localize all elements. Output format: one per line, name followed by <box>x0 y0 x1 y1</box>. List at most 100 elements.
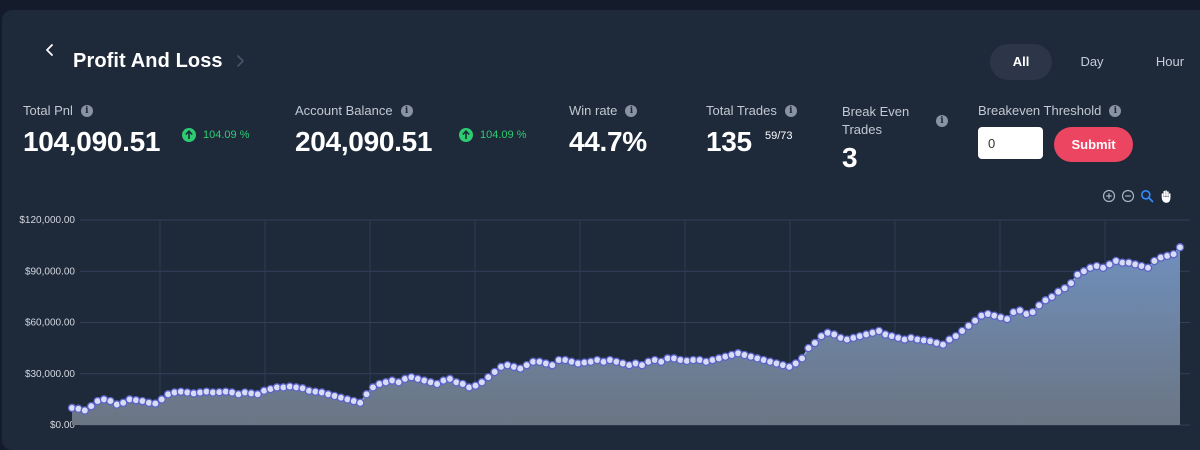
data-point[interactable] <box>477 378 487 387</box>
data-point[interactable] <box>1150 256 1159 266</box>
submit-button[interactable]: Submit <box>1054 127 1133 162</box>
zoom-out-icon[interactable] <box>1121 189 1135 203</box>
data-point[interactable] <box>1066 278 1076 288</box>
data-point[interactable] <box>964 321 973 331</box>
break-even-value: 3 <box>842 142 858 173</box>
page-title: Profit And Loss <box>73 50 223 72</box>
break-even-label: Break Even Trades <box>842 103 909 139</box>
data-point[interactable] <box>1047 292 1057 302</box>
data-point[interactable] <box>1028 307 1037 317</box>
data-point[interactable] <box>432 379 442 389</box>
data-point[interactable] <box>253 390 262 399</box>
data-point[interactable] <box>1060 284 1069 293</box>
data-point[interactable] <box>1073 270 1082 279</box>
data-point[interactable] <box>791 359 800 368</box>
chevron-left-icon[interactable] <box>42 42 58 58</box>
win-rate-label: Win rate <box>569 103 618 118</box>
pan-hand-icon[interactable] <box>1159 189 1173 203</box>
data-point[interactable] <box>106 396 115 406</box>
data-point[interactable] <box>945 335 954 344</box>
data-point[interactable] <box>1098 263 1108 273</box>
stat-account-balance: Account Balance i 204,090.51 <box>295 103 432 158</box>
y-tick-label: $90,000.00 <box>25 266 75 277</box>
data-point[interactable] <box>362 390 371 399</box>
total-trades-ratio: 59/73 <box>765 130 793 142</box>
data-point[interactable] <box>637 360 647 370</box>
info-icon[interactable]: i <box>625 104 638 117</box>
info-icon[interactable]: i <box>784 104 797 117</box>
tab-hour[interactable]: Hour <box>1155 54 1185 69</box>
data-point[interactable] <box>1169 249 1178 259</box>
data-point[interactable] <box>785 362 794 372</box>
data-point[interactable] <box>80 406 90 415</box>
data-point[interactable] <box>394 378 403 387</box>
chart-toolbar <box>1102 188 1173 204</box>
info-icon[interactable]: i <box>400 104 413 117</box>
chevron-right-icon[interactable] <box>233 54 247 68</box>
data-point[interactable] <box>484 372 493 382</box>
data-point[interactable] <box>1002 314 1012 324</box>
data-point[interactable] <box>810 338 820 348</box>
arrow-up-icon <box>459 128 473 142</box>
data-point[interactable] <box>458 379 467 389</box>
data-point[interactable] <box>970 316 980 326</box>
y-tick-label: $30,000.00 <box>25 369 75 380</box>
data-point[interactable] <box>656 357 666 367</box>
data-point[interactable] <box>1054 287 1063 297</box>
total-trades-value: 135 <box>706 126 752 157</box>
data-point[interactable] <box>1034 301 1044 310</box>
data-point[interactable] <box>355 398 365 408</box>
arrow-up-icon <box>182 128 196 142</box>
data-point[interactable] <box>548 360 557 370</box>
data-point[interactable] <box>516 364 525 373</box>
total-pnl-change: 104.09 % <box>182 128 249 142</box>
data-point[interactable] <box>797 354 807 363</box>
data-point[interactable] <box>471 381 480 390</box>
data-point[interactable] <box>445 374 455 384</box>
pnl-area-chart: $0.00 $30,000.00 $60,000.00 $90,000.00 $120,… <box>19 215 1190 431</box>
data-point[interactable] <box>490 367 499 377</box>
data-point[interactable] <box>86 401 96 411</box>
data-point[interactable] <box>1015 306 1025 315</box>
account-balance-value: 204,090.51 <box>295 126 433 157</box>
data-point[interactable] <box>368 383 378 392</box>
data-point[interactable] <box>874 326 884 336</box>
account-balance-change: 104.09 % <box>459 128 526 142</box>
zoom-in-icon[interactable] <box>1102 189 1116 203</box>
info-icon[interactable]: i <box>936 115 948 127</box>
data-point[interactable] <box>1105 260 1114 269</box>
info-icon[interactable]: i <box>80 104 93 117</box>
stat-win-rate: Win rate i 44.7% <box>569 103 647 158</box>
tab-day[interactable]: Day <box>1080 54 1104 69</box>
stat-threshold: Breakeven Threshold i <box>978 103 1122 118</box>
data-point[interactable] <box>829 330 839 339</box>
data-point[interactable] <box>1041 296 1050 305</box>
data-point[interactable] <box>157 395 166 404</box>
info-icon[interactable]: i <box>1109 104 1122 117</box>
account-balance-label: Account Balance <box>295 103 393 118</box>
data-point[interactable] <box>804 343 813 353</box>
tab-all[interactable]: All <box>990 44 1052 80</box>
win-rate-value: 44.7% <box>569 126 647 157</box>
y-tick-label: $0.00 <box>50 420 75 431</box>
header: Profit And Loss <box>0 0 1200 80</box>
magnify-icon[interactable] <box>1140 189 1154 203</box>
area-fill <box>72 247 1180 425</box>
y-tick-label: $60,000.00 <box>25 318 75 329</box>
data-point[interactable] <box>938 340 948 349</box>
threshold-input[interactable] <box>978 127 1043 159</box>
total-trades-label: Total Trades <box>706 103 777 118</box>
total-pnl-label: Total Pnl <box>23 103 73 118</box>
data-point[interactable] <box>951 331 961 341</box>
data-point[interactable] <box>151 399 160 408</box>
data-point[interactable] <box>1143 263 1153 273</box>
data-point[interactable] <box>522 360 531 370</box>
data-point[interactable] <box>957 326 967 336</box>
data-point[interactable] <box>1175 243 1185 252</box>
stat-total-trades: Total Trades i 135 <box>706 103 797 158</box>
data-point[interactable] <box>1079 267 1089 276</box>
account-balance-change-text: 104.09 % <box>480 129 527 141</box>
data-point[interactable] <box>817 331 826 341</box>
y-tick-label: $120,000.00 <box>19 215 75 226</box>
data-point[interactable] <box>118 398 128 408</box>
